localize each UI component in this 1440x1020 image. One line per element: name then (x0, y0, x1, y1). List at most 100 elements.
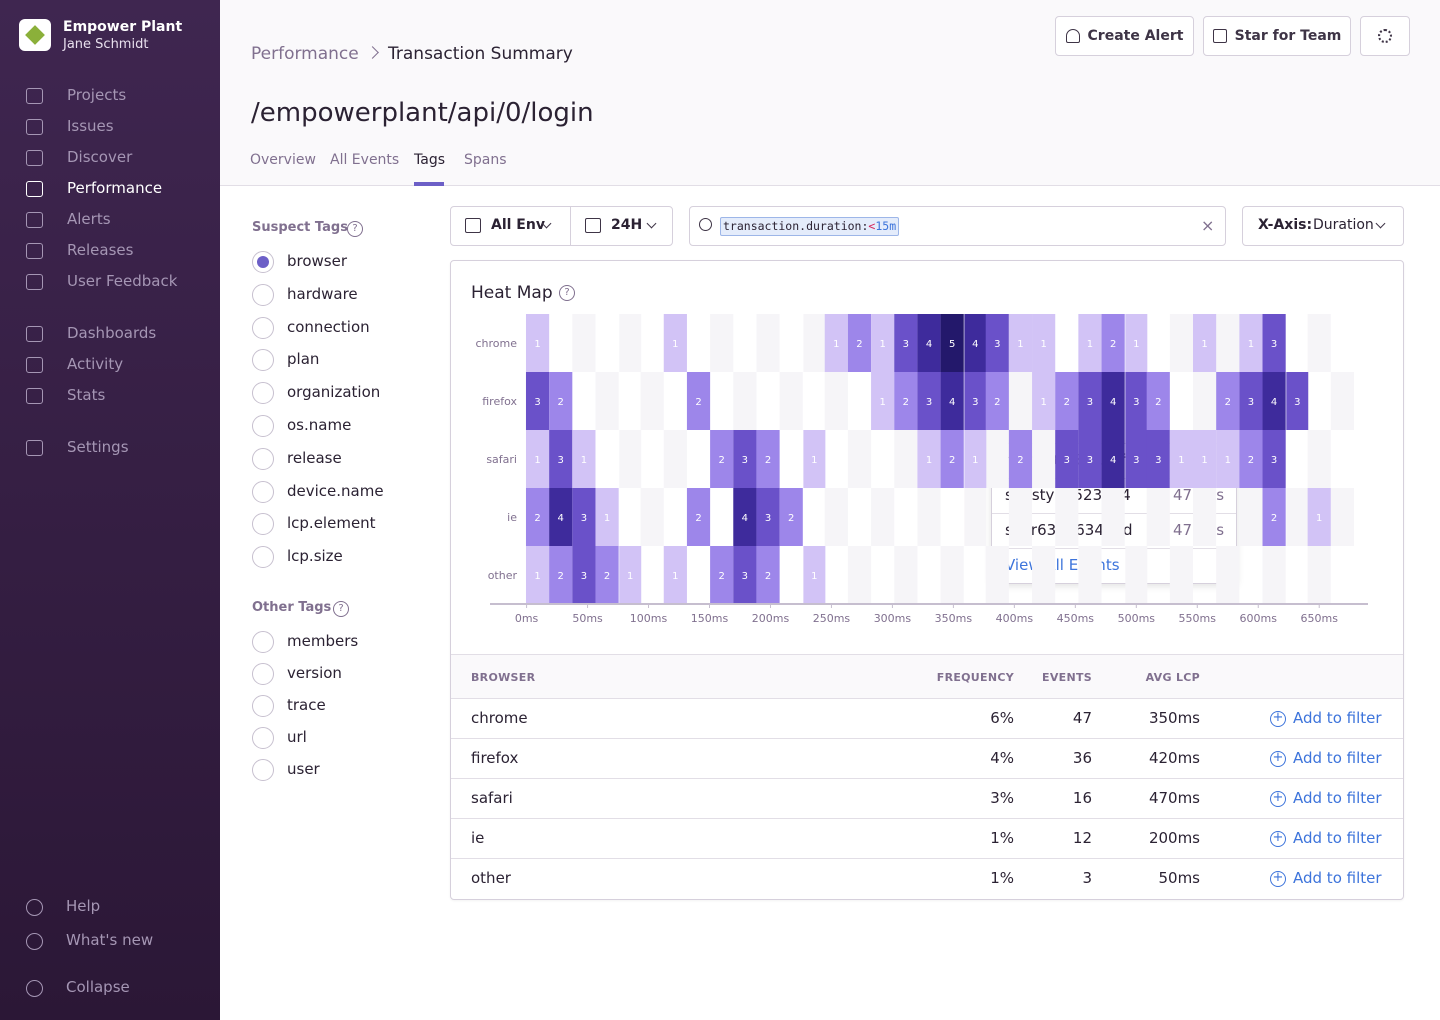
cell-label: 1 (1040, 397, 1046, 408)
radio[interactable] (252, 316, 274, 339)
heat-cell (525, 372, 550, 430)
tag-option[interactable]: trace (287, 696, 326, 714)
search-box[interactable] (689, 206, 1226, 246)
radio[interactable] (252, 349, 274, 372)
tab[interactable]: Tags (414, 152, 445, 168)
footer-item[interactable]: Collapse (66, 978, 130, 996)
cell-label: 3 (1087, 397, 1093, 408)
nav-item[interactable]: Stats (67, 386, 106, 404)
nav-item[interactable]: Projects (67, 86, 127, 104)
add-filter[interactable]: Add to filter (1293, 709, 1382, 727)
radio[interactable] (252, 663, 274, 685)
nav-icon[interactable] (26, 119, 43, 135)
period-filter[interactable]: 24H (611, 217, 643, 233)
heat-cell (663, 314, 687, 372)
heat-cell (1032, 314, 1056, 372)
cell-label: 2 (1271, 513, 1277, 524)
nav-icon[interactable] (26, 326, 43, 342)
nav-item[interactable]: Activity (67, 355, 124, 373)
radio[interactable] (252, 447, 274, 470)
nav-item[interactable]: User Feedback (67, 272, 178, 290)
nav-item[interactable]: Dashboards (67, 324, 157, 342)
cell-label: 1 (1201, 455, 1207, 466)
radio[interactable] (252, 727, 274, 749)
radio[interactable] (252, 513, 274, 536)
tag-option[interactable]: user (287, 760, 320, 778)
heat-cell (1125, 314, 1148, 372)
nav-item[interactable]: Releases (67, 241, 134, 259)
radio[interactable] (252, 695, 274, 717)
heat-cell (803, 430, 826, 488)
x-tick-label: 400ms (996, 612, 1034, 625)
xaxis-button[interactable] (1242, 206, 1404, 246)
footer-icon[interactable] (26, 933, 43, 950)
table-header: AVG LCP (1145, 671, 1200, 684)
clear-icon[interactable]: × (1201, 216, 1215, 235)
nav-icon[interactable] (26, 357, 43, 373)
nav-item[interactable]: Performance (67, 179, 163, 197)
tab[interactable]: Overview (250, 152, 316, 168)
tag-option[interactable]: hardware (287, 284, 358, 303)
heat-cell (1055, 372, 1079, 430)
nav-icon[interactable] (26, 243, 43, 259)
radio[interactable] (252, 382, 274, 405)
add-filter[interactable]: Add to filter (1293, 789, 1382, 807)
radio[interactable] (252, 546, 274, 569)
footer-icon[interactable] (26, 980, 43, 997)
breadcrumb[interactable]: Performance (251, 44, 359, 64)
cell-label: 3 (903, 339, 909, 350)
nav-item[interactable]: Discover (67, 148, 133, 166)
tag-option[interactable]: url (287, 728, 307, 746)
nav-icon[interactable] (26, 274, 43, 290)
nav-icon[interactable] (26, 212, 43, 228)
action-button[interactable]: Create Alert (1055, 16, 1194, 56)
nav-icon[interactable] (26, 181, 43, 197)
tag-option[interactable]: browser (287, 252, 348, 270)
nav-icon[interactable] (26, 150, 43, 166)
radio[interactable] (252, 759, 274, 781)
footer-item[interactable]: Help (66, 897, 101, 915)
footer-icon[interactable] (26, 899, 43, 916)
add-filter[interactable]: Add to filter (1293, 749, 1382, 767)
tag-option[interactable]: plan (287, 350, 320, 369)
nav-icon[interactable] (26, 440, 43, 456)
radio[interactable] (252, 415, 274, 437)
icon (585, 218, 601, 233)
tab[interactable]: Spans (464, 152, 507, 168)
nav-icon[interactable] (26, 388, 43, 404)
tag-option[interactable]: connection (287, 317, 370, 336)
tab[interactable]: All Events (330, 152, 400, 168)
footer-item[interactable]: What's new (66, 931, 154, 949)
cell-bg (847, 430, 872, 488)
tag-option[interactable]: members (287, 632, 359, 650)
tag-option[interactable]: organization (287, 383, 381, 402)
radio[interactable] (252, 631, 274, 653)
add-filter[interactable]: Add to filter (1293, 829, 1382, 847)
env-filter[interactable]: All Env (491, 217, 545, 233)
cell-bg (1125, 546, 1148, 604)
tag-option[interactable]: version (287, 664, 342, 682)
section-title: Suspect Tags (252, 220, 348, 235)
action-button[interactable]: Star for Team (1203, 16, 1351, 56)
heat-cell (1125, 430, 1148, 488)
radio[interactable] (252, 480, 274, 503)
cell-label: 3 (1271, 339, 1277, 350)
heat-cell (710, 430, 734, 488)
heat-cell (894, 372, 918, 430)
nav-item[interactable]: Settings (67, 438, 129, 456)
heat-cell (756, 430, 780, 488)
tag-option[interactable]: device.name (287, 481, 384, 500)
add-filter[interactable]: Add to filter (1293, 869, 1382, 887)
tag-option[interactable]: release (287, 448, 342, 467)
tag-option[interactable]: lcp.element (287, 514, 376, 533)
tag-option[interactable]: lcp.size (287, 547, 343, 566)
nav-item[interactable]: Alerts (67, 210, 111, 228)
cell-bg (964, 488, 987, 546)
radio[interactable] (252, 283, 274, 306)
heat-cell (1262, 314, 1286, 372)
settings-button[interactable] (1360, 16, 1410, 56)
nav-item[interactable]: Issues (67, 117, 114, 135)
radio[interactable] (252, 251, 274, 273)
tag-option[interactable]: os.name (287, 416, 352, 434)
nav-icon[interactable] (26, 88, 43, 104)
